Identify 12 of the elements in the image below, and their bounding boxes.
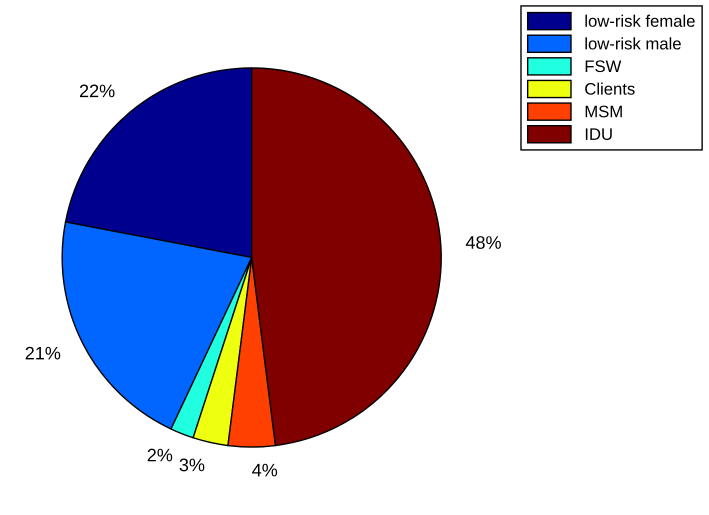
data-label: 2%: [148, 448, 172, 462]
data-label: 3%: [180, 458, 204, 472]
legend-label: MSM: [586, 106, 622, 118]
data-label: 21%: [26, 346, 60, 360]
legend-label: low-risk female: [585, 14, 695, 27]
legend-label: low-risk male: [585, 37, 681, 50]
legend-label: IDU: [586, 128, 612, 140]
data-label: 4%: [252, 464, 278, 476]
legend-label: Clients: [585, 82, 635, 95]
legend-label: FSW: [586, 60, 622, 72]
data-label: 22%: [80, 84, 115, 98]
data-label: 48%: [466, 236, 501, 249]
